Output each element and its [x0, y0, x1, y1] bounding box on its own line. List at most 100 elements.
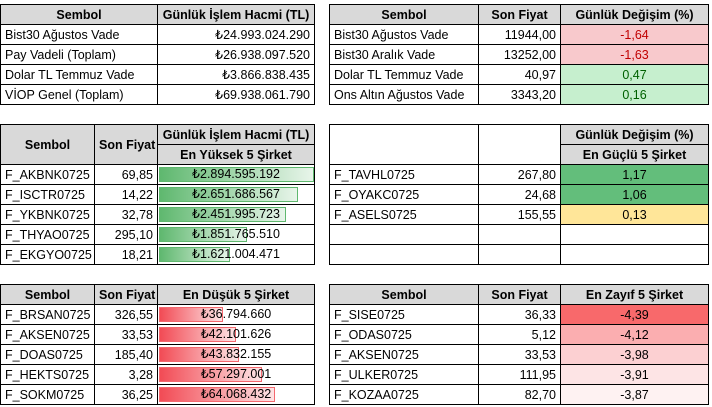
table-row: F_ISCTR0725 14,22 ₺2.651.686.567: [0, 184, 315, 205]
table-row: F_SOKM0725 36,25 ₺64.068.432: [0, 384, 315, 405]
top-volume-table: Sembol Son Fiyat Günlük İşlem Hacmi (TL) E…: [0, 124, 315, 265]
price-cell: 111,95: [478, 364, 561, 385]
price-cell: 33,53: [94, 324, 158, 345]
symbol-cell: F_DOAS0725: [0, 344, 95, 365]
change-cell: -1,64: [560, 24, 709, 45]
change-cell: -4,39: [560, 304, 709, 325]
volume-value: ₺1.621.004.471: [192, 247, 280, 261]
col-header-volume: Günlük İşlem Hacmi (TL): [157, 4, 315, 25]
change-cell: 1,17: [560, 164, 709, 185]
symbol-cell: Ons Altın Ağustos Vade: [329, 84, 479, 105]
table-row: F_BRSAN0725 326,55 ₺36.794.660: [0, 304, 315, 325]
volume-cell: ₺69.938.061.790: [157, 84, 315, 105]
volume-bar-cell: ₺1.851.765.510: [157, 224, 315, 245]
table-row: F_ASELS0725 155,55 0,13: [329, 204, 709, 225]
volume-bar: [159, 227, 247, 242]
symbol-cell: F_ODAS0725: [329, 324, 479, 345]
volume-bar-cell: ₺57.297.001: [157, 364, 315, 385]
volume-value: ₺2.651.686.567: [192, 187, 280, 201]
symbol-cell: F_ASELS0725: [329, 204, 479, 225]
symbol-cell: F_YKBNK0725: [0, 204, 95, 225]
symbol-cell: F_TAVHL0725: [329, 164, 479, 185]
price-cell: [478, 224, 561, 245]
change-cell: 0,13: [560, 204, 709, 225]
table-row: Ons Altın Ağustos Vade 3343,20 0,16: [329, 84, 709, 105]
volume-summary-table: Sembol Günlük İşlem Hacmi (TL) Bist30 Ağu…: [0, 4, 315, 105]
change-cell: 0,16: [560, 84, 709, 105]
price-cell: 5,12: [478, 324, 561, 345]
symbol-cell: F_SOKM0725: [0, 384, 95, 405]
table-row: Dolar TL Temmuz Vade 40,97 0,47: [329, 64, 709, 85]
col-header-change: Günlük Değişim (%): [560, 4, 709, 25]
table-row: F_ULKER0725 111,95 -3,91: [329, 364, 709, 385]
price-cell: 155,55: [478, 204, 561, 225]
change-cell: 1,06: [560, 184, 709, 205]
change-cell: 0,47: [560, 64, 709, 85]
table-row: F_SISE0725 36,33 -4,39: [329, 304, 709, 325]
volume-bar: [159, 207, 286, 222]
volume-value: ₺1.851.765.510: [192, 227, 280, 241]
table-row: [329, 224, 709, 245]
volume-bar: [159, 307, 224, 322]
volume-bar-cell: ₺42.101.626: [157, 324, 315, 345]
volume-cell: ₺24.993.024.290: [157, 24, 315, 45]
symbol-cell: Bist30 Ağustos Vade: [329, 24, 479, 45]
symbol-cell: Dolar TL Temmuz Vade: [329, 64, 479, 85]
table-row: F_KOZAA0725 82,70 -3,87: [329, 384, 709, 405]
subheader-strongest-5: En Güçlü 5 Şirket: [560, 144, 709, 165]
col-header-symbol: Sembol: [0, 4, 158, 25]
table-row: Bist30 Aralık Vade 13252,00 -1,63: [329, 44, 709, 65]
price-cell: 40,97: [478, 64, 561, 85]
symbol-cell: F_HEKTS0725: [0, 364, 95, 385]
symbol-cell: F_BRSAN0725: [0, 304, 95, 325]
blank-header: [478, 124, 561, 165]
price-cell: 18,21: [94, 244, 158, 265]
symbol-cell: Dolar TL Temmuz Vade: [0, 64, 158, 85]
price-cell: 3,28: [94, 364, 158, 385]
price-cell: 3343,20: [478, 84, 561, 105]
price-cell: 69,85: [94, 164, 158, 185]
price-cell: 82,70: [478, 384, 561, 405]
col-header-symbol: Sembol: [0, 124, 95, 165]
col-header-price: Son Fiyat: [478, 284, 561, 305]
price-cell: 24,68: [478, 184, 561, 205]
price-cell: [478, 244, 561, 265]
top-losers-table: Sembol Son Fiyat En Zayıf 5 Şirket F_SISE0…: [329, 284, 709, 405]
symbol-cell: F_ISCTR0725: [0, 184, 95, 205]
volume-value: ₺2.894.595.192: [192, 167, 280, 181]
change-cell: -1,63: [560, 44, 709, 65]
symbol-cell: F_EKGYO0725: [0, 244, 95, 265]
table-row: F_ODAS0725 5,12 -4,12: [329, 324, 709, 345]
price-cell: 36,25: [94, 384, 158, 405]
volume-bar: [159, 167, 314, 182]
table-row: F_OYAKC0725 24,68 1,06: [329, 184, 709, 205]
symbol-cell: Bist30 Ağustos Vade: [0, 24, 158, 45]
table-row: F_TAVHL0725 267,80 1,17: [329, 164, 709, 185]
volume-value: ₺42.101.626: [200, 327, 272, 341]
col-header-price: Son Fiyat: [94, 124, 158, 165]
col-header-symbol: Sembol: [0, 284, 95, 305]
symbol-cell: Pay Vadeli (Toplam): [0, 44, 158, 65]
table-row: VİOP Genel (Toplam) ₺69.938.061.790: [0, 84, 315, 105]
symbol-cell: F_KOZAA0725: [329, 384, 479, 405]
price-cell: 13252,00: [478, 44, 561, 65]
volume-value: ₺64.068.432: [200, 387, 272, 401]
table-row: F_AKSEN0725 33,53 -3,98: [329, 344, 709, 365]
change-cell: -4,12: [560, 324, 709, 345]
volume-bar: [159, 187, 299, 202]
symbol-cell: F_AKSEN0725: [329, 344, 479, 365]
symbol-cell: Bist30 Aralık Vade: [329, 44, 479, 65]
price-cell: 32,78: [94, 204, 158, 225]
price-cell: 33,53: [478, 344, 561, 365]
volume-bar: [159, 247, 230, 262]
table-row: F_HEKTS0725 3,28 ₺57.297.001: [0, 364, 315, 385]
table-row: [329, 244, 709, 265]
volume-value: ₺2.451.995.723: [192, 207, 280, 221]
price-cell: 185,40: [94, 344, 158, 365]
symbol-cell: F_AKSEN0725: [0, 324, 95, 345]
price-cell: 295,10: [94, 224, 158, 245]
price-cell: 11944,00: [478, 24, 561, 45]
price-cell: 267,80: [478, 164, 561, 185]
volume-bar: [159, 327, 236, 342]
symbol-cell: F_THYAO0725: [0, 224, 95, 245]
